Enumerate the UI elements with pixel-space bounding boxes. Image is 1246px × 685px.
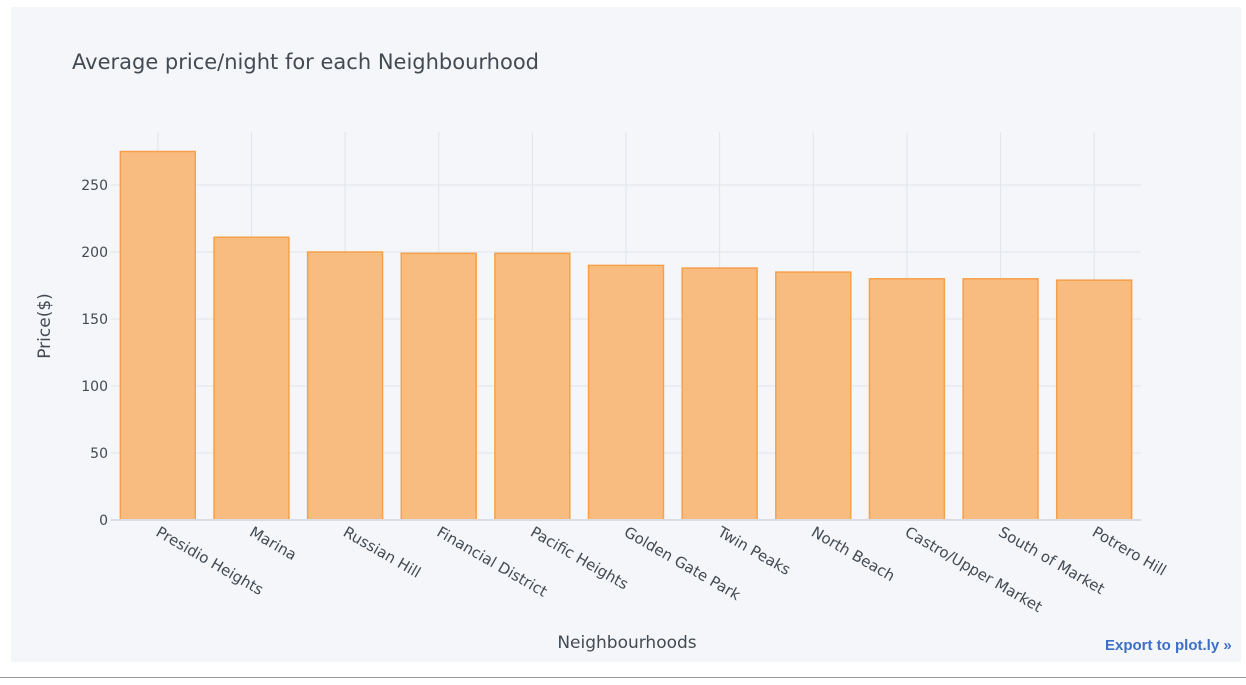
bar[interactable] <box>400 252 477 521</box>
x-axis-label: Neighbourhoods <box>557 633 696 653</box>
x-tick-label: Potrero Hill <box>1089 523 1169 580</box>
x-tick-label: Russian Hill <box>340 523 424 582</box>
bar[interactable] <box>681 267 758 521</box>
export-to-plotly-link[interactable]: Export to plot.ly » <box>1105 637 1232 654</box>
bar[interactable] <box>587 264 665 521</box>
bottom-divider <box>0 677 1246 678</box>
bar[interactable] <box>213 236 290 521</box>
x-tick-label: North Beach <box>808 523 898 585</box>
y-tick-label: 150 <box>81 312 108 328</box>
bar[interactable] <box>775 271 852 521</box>
x-tick-label: Marina <box>246 523 299 564</box>
bar[interactable] <box>1055 279 1133 521</box>
bar[interactable] <box>962 278 1039 521</box>
bars <box>119 150 1133 521</box>
bar[interactable] <box>306 251 384 521</box>
y-tick-label: 50 <box>90 446 108 462</box>
y-tick-label: 250 <box>81 178 108 194</box>
bar[interactable] <box>119 150 197 521</box>
chart-title: Average price/night for each Neighbourho… <box>72 50 539 74</box>
y-tick-label: 200 <box>81 245 108 261</box>
y-tick-label: 0 <box>99 513 108 529</box>
bar[interactable] <box>868 278 946 521</box>
y-axis-label: Price($) <box>35 293 55 359</box>
bar[interactable] <box>494 252 571 521</box>
x-tick-label: Twin Peaks <box>714 522 794 579</box>
y-tick-label: 100 <box>81 379 108 395</box>
